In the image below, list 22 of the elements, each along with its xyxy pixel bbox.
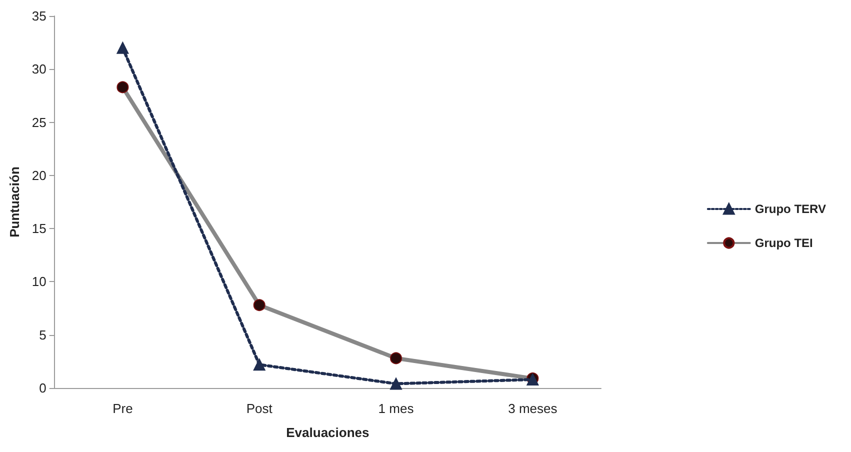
y-tick-label: 5 — [39, 327, 46, 342]
y-tick-label: 20 — [32, 168, 46, 183]
x-axis-title: Evaluaciones — [286, 425, 370, 440]
legend-label: Grupo TEI — [754, 236, 813, 250]
x-tick-label: 3 meses — [508, 401, 558, 416]
point — [116, 81, 129, 94]
point — [116, 42, 129, 54]
x-tick-label: 1 mes — [378, 401, 414, 416]
point — [390, 352, 402, 364]
y-axis-title: Puntuación — [7, 166, 22, 238]
point — [390, 378, 402, 390]
x-tick-label: Pre — [112, 401, 133, 416]
y-tick-label: 15 — [32, 221, 46, 236]
y-tick-label: 0 — [39, 380, 46, 396]
y-tick-label: 10 — [32, 274, 46, 290]
point — [253, 299, 266, 312]
y-tick-label: 35 — [32, 8, 46, 24]
x-tick-label: Post — [246, 401, 273, 416]
legend-label: Grupo TERV — [754, 202, 826, 216]
y-tick-label: 25 — [32, 114, 46, 130]
y-tick-label: 30 — [32, 62, 46, 77]
point — [253, 358, 266, 371]
